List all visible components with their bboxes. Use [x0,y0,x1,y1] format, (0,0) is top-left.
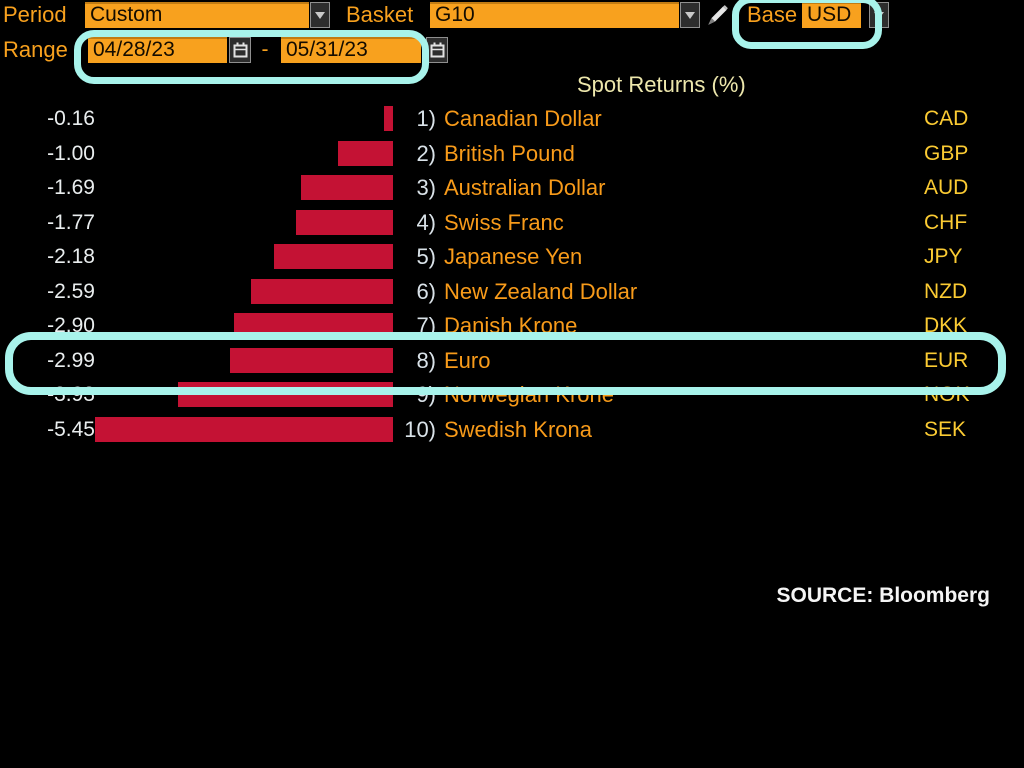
basket-dropdown-button[interactable] [680,2,700,28]
bar [384,106,393,131]
bar-value-label: -0.16 [47,107,95,130]
currency-name[interactable]: New Zealand Dollar [444,278,638,304]
bar-value-label: -2.18 [47,245,95,268]
currency-code: CAD [924,107,969,130]
currency-code: EUR [924,348,969,372]
chart-title: Spot Returns (%) [577,72,746,97]
base-dropdown-button[interactable] [869,2,889,28]
bar-value-label: -1.00 [47,141,95,165]
currency-name[interactable]: Swedish Krona [444,416,592,442]
chart-row[interactable]: -2.99 8) Euro EUR [0,343,1024,378]
bar [95,416,393,442]
chevron-down-icon [685,11,695,19]
chart-row[interactable]: -3.93 9) Norwegian Krone NOK [0,377,1024,412]
range-start-date-field[interactable]: 04/28/23 [88,37,227,63]
period-select-field[interactable]: Custom [85,2,309,28]
range-end-date-field[interactable]: 05/31/23 [281,37,421,63]
base-currency-field[interactable]: USD [802,2,861,28]
chart-row[interactable]: -2.90 7) Danish Krone DKK [0,308,1024,343]
row-number[interactable]: 5) [416,244,436,269]
chart-row[interactable]: -0.16 1) Canadian Dollar CAD [0,101,1024,136]
currency-name[interactable]: Euro [444,347,491,373]
currency-code: DKK [924,314,968,337]
chart-row[interactable]: -1.00 2) British Pound GBP [0,136,1024,171]
bar-value-label: -2.99 [47,348,95,372]
chevron-down-icon [315,11,325,19]
row-number[interactable]: 7) [416,313,436,338]
currency-code: SEK [924,417,967,441]
chart-row[interactable]: -2.59 6) New Zealand Dollar NZD [0,274,1024,309]
chart-row[interactable]: -1.77 4) Swiss Franc CHF [0,205,1024,240]
calendar-icon[interactable] [426,37,448,63]
range-separator: - [261,38,269,61]
row-number[interactable]: 4) [416,209,436,235]
bar [178,382,393,407]
bar-value-label: -1.77 [47,210,95,234]
period-label: Period [3,2,67,27]
currency-name[interactable]: Norwegian Krone [444,382,614,407]
bar-value-label: -3.93 [47,383,95,406]
row-number[interactable]: 8) [416,347,436,373]
currency-code: CHF [924,210,968,234]
currency-code: AUD [924,176,969,199]
bar [338,140,393,166]
currency-name[interactable]: Danish Krone [444,313,578,338]
currency-code: NZD [924,279,968,303]
chart-row[interactable]: -5.45 10) Swedish Krona SEK [0,412,1024,447]
period-dropdown-button[interactable] [310,2,330,28]
currency-name[interactable]: Japanese Yen [444,244,583,269]
currency-name[interactable]: Australian Dollar [444,175,606,200]
row-number[interactable]: 3) [416,175,436,200]
currency-code: JPY [924,245,963,268]
bar [301,175,393,200]
bar-value-label: -2.59 [47,279,95,303]
row-number[interactable]: 10) [404,416,436,442]
bar-value-label: -1.69 [47,176,95,199]
base-label: Base [747,2,798,27]
bar [274,244,393,269]
currency-code: NOK [924,383,970,406]
row-number[interactable]: 9) [416,382,436,407]
bar [234,313,393,338]
bar [296,209,393,235]
currency-name[interactable]: Canadian Dollar [444,106,602,131]
chevron-down-icon [874,11,884,19]
bar-value-label: -5.45 [47,417,95,441]
currency-name[interactable]: British Pound [444,140,575,166]
source-note: SOURCE: Bloomberg [776,584,990,607]
range-label: Range [3,37,68,62]
currency-name[interactable]: Swiss Franc [444,209,564,235]
bar-value-label: -2.90 [47,314,95,337]
bar [251,278,393,304]
row-number[interactable]: 6) [416,278,436,304]
basket-select-field[interactable]: G10 [430,2,679,28]
chart-row[interactable]: -1.69 3) Australian Dollar AUD [0,170,1024,205]
currency-code: GBP [924,141,969,165]
row-number[interactable]: 1) [416,106,436,131]
row-number[interactable]: 2) [416,140,436,166]
bar [230,347,393,373]
chart-row[interactable]: -2.18 5) Japanese Yen JPY [0,239,1024,274]
calendar-icon[interactable] [229,37,251,63]
pencil-icon[interactable] [704,2,730,28]
basket-label: Basket [346,2,414,27]
